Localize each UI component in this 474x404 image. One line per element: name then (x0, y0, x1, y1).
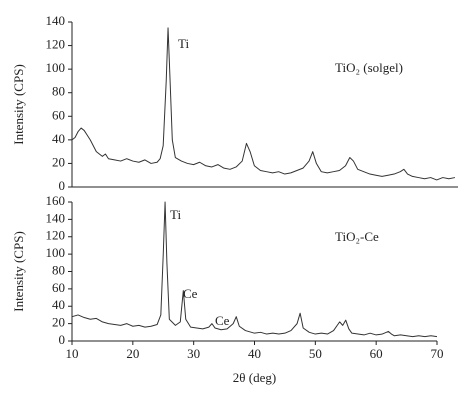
y-axis-label: Intensity (CPS) (11, 64, 26, 145)
annotation: Ti (178, 36, 189, 51)
x-tick-label: 20 (126, 346, 139, 361)
y-tick-label: 40 (52, 131, 65, 146)
x-tick-label: 30 (187, 346, 200, 361)
x-tick-label: 40 (248, 346, 261, 361)
y-tick-label: 140 (46, 210, 66, 225)
x-tick-label: 10 (66, 346, 79, 361)
y-tick-label: 160 (46, 193, 66, 208)
annotation: Ti (170, 207, 181, 222)
annotation: TiO₂-Ce (335, 229, 379, 244)
data-line (71, 201, 438, 338)
annotation: TiO₂ (solgel) (335, 60, 403, 75)
y-axis-label: Intensity (CPS) (11, 231, 26, 312)
y-tick-label: 80 (52, 262, 65, 277)
x-axis-label: 2θ (deg) (233, 370, 276, 385)
annotation: Ce (215, 313, 230, 328)
x-tick-label: 50 (309, 346, 322, 361)
y-tick-label: 40 (52, 297, 65, 312)
data-line (71, 27, 456, 181)
y-tick-label: 60 (52, 280, 65, 295)
y-tick-label: 20 (52, 154, 65, 169)
x-tick-label: 60 (370, 346, 383, 361)
y-tick-label: 20 (52, 315, 65, 330)
y-tick-label: 100 (46, 60, 66, 75)
y-tick-label: 120 (46, 228, 66, 243)
annotation: Ce (183, 286, 198, 301)
y-tick-label: 140 (46, 13, 66, 28)
y-tick-label: 120 (46, 37, 66, 52)
y-tick-label: 60 (52, 107, 65, 122)
y-tick-label: 0 (59, 178, 66, 193)
x-tick-label: 70 (431, 346, 444, 361)
y-tick-label: 80 (52, 84, 65, 99)
y-tick-label: 0 (59, 332, 66, 347)
y-tick-label: 100 (46, 245, 66, 260)
